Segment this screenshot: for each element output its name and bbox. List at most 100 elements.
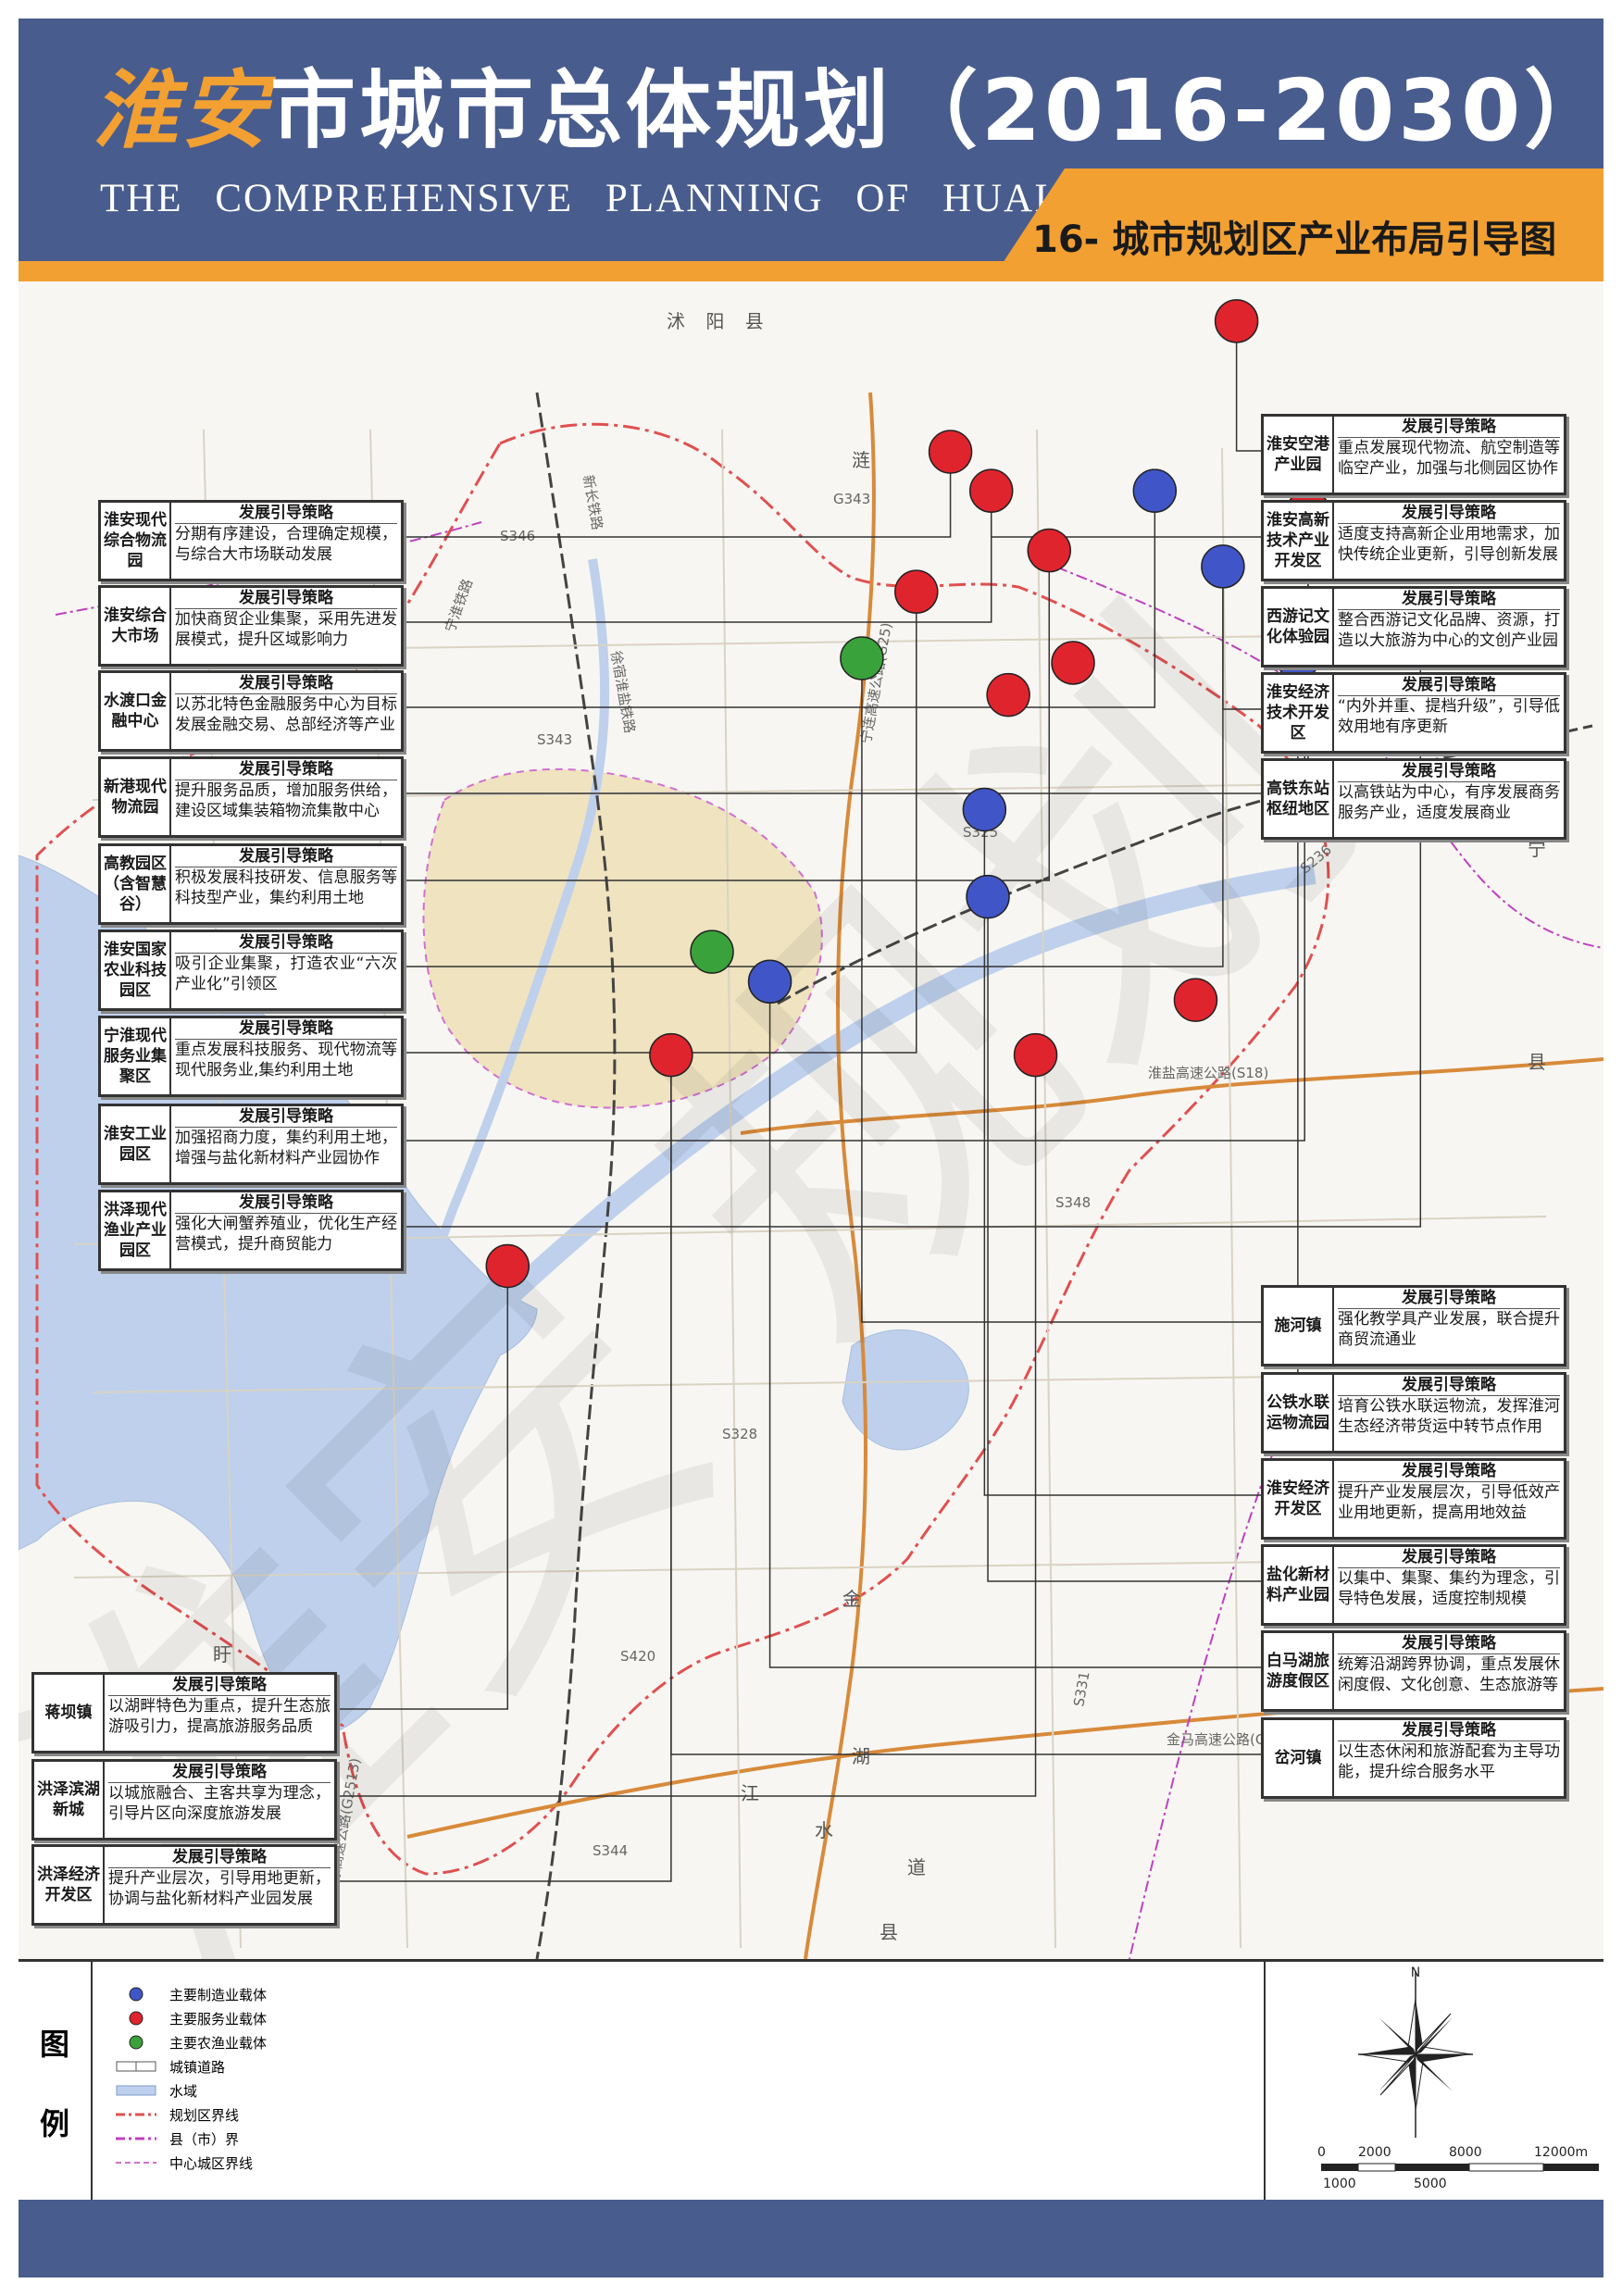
callout-name: 淮安工业园区	[101, 1106, 171, 1182]
callout-body: 发展引导策略 培育公铁水联运物流，发挥淮河生态经济带货运中转节点作用	[1334, 1375, 1564, 1451]
label-hu: 湖	[852, 1745, 870, 1767]
service-marker[interactable]	[1013, 1032, 1058, 1078]
legend-item-road: 城镇道路	[116, 2054, 267, 2078]
callout-text: 以集中、集聚、集约为理念，引导特色发展，适度控制规模	[1338, 1569, 1560, 1608]
title-city-name: 淮安	[93, 60, 271, 160]
legend-label: 中心城区界线	[169, 2154, 254, 2172]
legend-panel: 图 例 主要制造业载体 主要服务业载体 主要农渔业载体 城镇道路 水域 规划区界…	[19, 1959, 1603, 2202]
label-xian: 县	[880, 1921, 898, 1943]
callout-box: 新港现代物流园 发展引导策略 提升服务品质，增加服务供给，建设区域集装箱物流集散中心	[98, 756, 404, 838]
service-marker[interactable]	[1214, 299, 1259, 343]
callout-body: 发展引导策略 重点发展科技服务、现代物流等现代服务业,集约利用土地	[171, 1018, 401, 1094]
manufacturing-marker-icon	[116, 1987, 156, 2002]
service-marker[interactable]	[649, 1032, 693, 1078]
label-dao: 道	[907, 1856, 926, 1878]
callout-heading: 发展引导策略	[1338, 1633, 1560, 1654]
callout-text: 适度支持高新企业用地需求，加快传统企业更新，引导创新发展	[1338, 525, 1560, 564]
scale-label: 12000m	[1534, 2145, 1588, 2160]
service-marker[interactable]	[894, 569, 939, 614]
callout-box: 蒋坝镇 发展引导策略 以湖畔特色为重点，提升生态旅游吸引力，提高旅游服务品质	[31, 1672, 337, 1753]
callout-name: 淮安现代综合物流园	[101, 503, 171, 579]
legend-title-1: 图	[39, 2027, 69, 2062]
callout-box: 高教园区（含智慧谷） 发展引导策略 积极发展科技研发、信息服务等科技型产业，集约利用…	[98, 843, 404, 925]
callout-name: 淮安高新技术产业开发区	[1264, 503, 1334, 579]
leader-line	[861, 657, 1261, 1323]
manufacturing-marker[interactable]	[1201, 544, 1245, 589]
manufacturing-marker[interactable]	[1132, 468, 1178, 513]
callout-name: 盐化新材料产业园	[1264, 1547, 1334, 1623]
callout-name: 新港现代物流园	[101, 759, 171, 835]
leader-line	[983, 809, 1261, 1496]
callout-box: 洪泽滨湖新城 发展引导策略 以城旅融合、主客共享为理念，引导片区向深度旅游发展	[31, 1759, 337, 1841]
callout-heading: 发展引导策略	[175, 932, 397, 954]
callout-heading: 发展引导策略	[175, 1106, 397, 1128]
leader-line	[331, 1054, 1037, 1797]
scale-label: 1000	[1323, 2177, 1356, 2191]
callout-body: 发展引导策略 强化大闸蟹养殖业，优化生产经营模式，提升商贸能力	[171, 1192, 401, 1268]
callout-text: 统筹沿湖跨界协调，重点发展休闲度假、文化创意、生态旅游等	[1338, 1655, 1560, 1694]
callout-name: 西游记文化体验园	[1264, 589, 1334, 665]
callout-name: 宁淮现代服务业集聚区	[101, 1018, 171, 1094]
callout-heading: 发展引导策略	[1338, 1547, 1560, 1568]
manufacturing-marker[interactable]	[747, 959, 792, 1004]
legend-label: 城镇道路	[169, 2058, 226, 2076]
service-marker[interactable]	[986, 672, 1030, 718]
legend-item-central-boundary: 中心城区界线	[116, 2151, 267, 2175]
label-shui: 水	[815, 1819, 833, 1841]
highway-s18	[740, 1057, 1603, 1135]
road-label: S346	[500, 528, 535, 544]
canal	[384, 558, 610, 1394]
manufacturing-marker[interactable]	[962, 787, 1007, 832]
callout-text: 提升产业发展层次，引导低效产业用地更新，提高用地效益	[1338, 1483, 1560, 1522]
manufacturing-marker[interactable]	[966, 874, 1010, 919]
callout-box: 洪泽现代渔业产业园区 发展引导策略 强化大闸蟹养殖业，优化生产经营模式，提升商贸能力	[98, 1190, 404, 1271]
callout-box: 高铁东站枢纽地区 发展引导策略 以高铁站为中心，有序发展商务服务产业，适度发展商业	[1261, 758, 1566, 840]
road-label: S344	[593, 1842, 628, 1859]
compass-scale-panel: N 0 2000 8000 12000m 1000 5000	[1264, 1962, 1622, 2202]
label-jinhu: 金	[842, 1588, 861, 1610]
callout-heading: 发展引导策略	[1338, 761, 1560, 782]
service-marker[interactable]	[1051, 641, 1095, 685]
leader-line	[670, 1054, 1261, 1755]
callout-body: 发展引导策略 适度支持高新企业用地需求，加快传统企业更新，引导创新发展	[1334, 503, 1564, 579]
callout-body: 发展引导策略 加快商贸企业集聚，采用先进发展模式，提升区域影响力	[171, 588, 401, 664]
english-title: THE COMPREHENSIVE PLANNING OF HUAIAN	[100, 177, 1111, 220]
callout-text: 重点发展科技服务、现代物流等现代服务业,集约利用土地	[175, 1041, 397, 1079]
callout-text: 加强招商力度，集约利用土地，增强与盐化新材料产业园协作	[175, 1129, 397, 1167]
service-marker[interactable]	[1027, 528, 1072, 573]
agriculture-marker[interactable]	[690, 930, 734, 974]
service-marker[interactable]	[928, 430, 973, 474]
callout-name: 淮安经济技术开发区	[1264, 675, 1334, 751]
service-marker[interactable]	[1173, 978, 1218, 1022]
callout-body: 发展引导策略 加强招商力度，集约利用土地，增强与盐化新材料产业园协作	[171, 1106, 401, 1182]
county-boundary-icon	[116, 2131, 156, 2146]
callout-heading: 发展引导策略	[175, 673, 397, 694]
callout-body: 发展引导策略 以集中、集聚、集约为理念，引导特色发展，适度控制规模	[1334, 1547, 1564, 1623]
callout-box: 淮安综合大市场 发展引导策略 加快商贸企业集聚，采用先进发展模式，提升区域影响力	[98, 585, 404, 667]
planning-boundary-icon	[116, 2107, 156, 2122]
scale-label: 8000	[1449, 2145, 1482, 2160]
north-label: N	[1411, 1965, 1420, 1980]
callout-box: 宁淮现代服务业集聚区 发展引导策略 重点发展科技服务、现代物流等现代服务业,集约利用…	[98, 1016, 404, 1097]
callout-name: 岔河镇	[1264, 1720, 1334, 1796]
label-jiang: 江	[741, 1782, 759, 1804]
legend-item-manufacturing: 主要制造业载体	[116, 1982, 267, 2006]
callout-body: 发展引导策略 “内外并重、提档升级”，引导低效用地有序更新	[1334, 675, 1564, 751]
agriculture-marker[interactable]	[840, 636, 884, 680]
callout-heading: 发展引导策略	[175, 503, 397, 524]
callout-body: 发展引导策略 吸引企业集聚，打造农业“六次产业化”引领区	[171, 932, 401, 1008]
road-label: G343	[833, 491, 870, 507]
callout-name: 淮安国家农业科技园区	[101, 932, 171, 1008]
sheet-title: 16- 城市规划区产业布局引导图	[1032, 218, 1557, 261]
leader-line	[331, 1266, 509, 1710]
callout-text: 强化教学具产业发展，联合提升商贸流通业	[1338, 1310, 1560, 1349]
callout-box: 白马湖旅游度假区 发展引导策略 统筹沿湖跨界协调，重点发展休闲度假、文化创意、生态旅…	[1261, 1630, 1566, 1712]
legend-item-county-boundary: 县（市）界	[116, 2127, 267, 2151]
scale-bar: 0 2000 8000 12000m 1000 5000	[1317, 2145, 1599, 2191]
callout-heading: 发展引导策略	[175, 759, 397, 780]
service-marker[interactable]	[968, 468, 1014, 513]
service-marker[interactable]	[485, 1243, 530, 1289]
callout-body: 发展引导策略 重点发展现代物流、航空制造等临空产业，加强与北侧园区协作	[1334, 417, 1564, 493]
callout-body: 发展引导策略 以生态休闲和旅游配套为主导功能，提升综合服务水平	[1334, 1720, 1564, 1796]
label-ningxia: 宁	[1528, 838, 1546, 860]
